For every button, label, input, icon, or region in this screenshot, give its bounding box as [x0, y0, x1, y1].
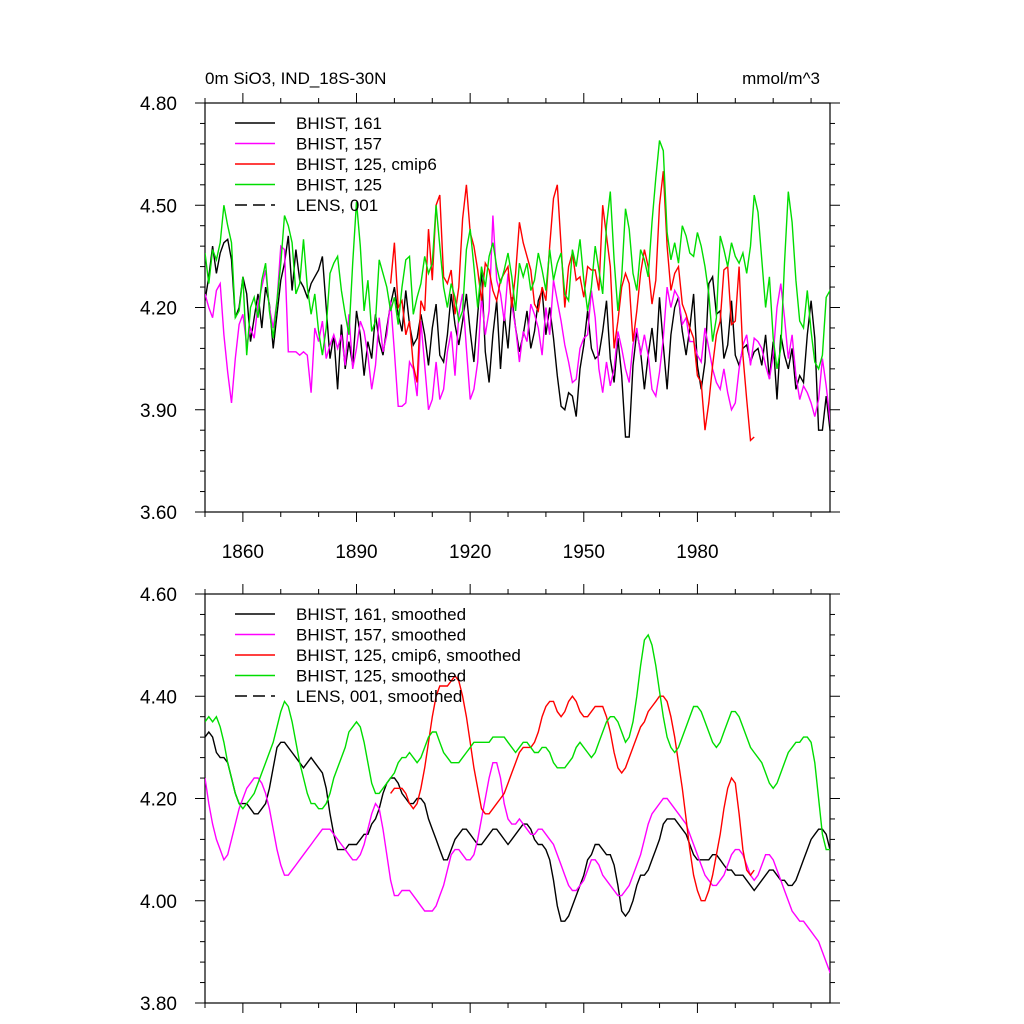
y-tick-label: 3.80	[140, 994, 177, 1015]
series-line-1	[205, 762, 830, 974]
series-line-3	[205, 633, 830, 851]
axis-ticks	[195, 93, 840, 522]
legend-entry: BHIST, 125, smoothed	[296, 667, 466, 686]
series-line-2	[390, 674, 755, 902]
y-tick-label: 3.90	[140, 401, 177, 422]
legend-entry: BHIST, 161	[296, 114, 382, 133]
bottom-chart-panel: 3.80 4.00 4.20 4.40 4.60 BHIST, 161, smoothed…	[140, 584, 840, 1015]
y-tick-label: 4.20	[140, 790, 177, 811]
top-chart-panel: 1860 1890 1920 1950 1980 3.60 3.90 4.20 4.50 4.80…	[140, 69, 840, 563]
units-label: mmol/m^3	[742, 69, 820, 88]
x-tick-label: 1950	[563, 542, 605, 563]
legend-entry: LENS, 001	[296, 196, 378, 215]
legend-entry: BHIST, 125, cmip6	[296, 155, 437, 174]
legend-entry: BHIST, 161, smoothed	[296, 605, 466, 624]
y-tick-label: 4.40	[140, 687, 177, 708]
series-line-1	[205, 215, 830, 426]
legend-entry: BHIST, 125	[296, 176, 382, 195]
series-line-3	[205, 140, 830, 371]
y-tick-label: 4.00	[140, 892, 177, 913]
legend-entry: BHIST, 157, smoothed	[296, 626, 466, 645]
y-tick-label: 4.50	[140, 196, 177, 217]
legend-entry: BHIST, 125, cmip6, smoothed	[296, 646, 521, 665]
x-tick-label: 1860	[222, 542, 264, 563]
series-line-0	[205, 730, 830, 922]
y-tick-label: 3.60	[140, 503, 177, 524]
y-tick-label: 4.60	[140, 585, 177, 606]
series-line-2	[389, 171, 755, 442]
series-line-0	[205, 235, 830, 438]
chart-title: 0m SiO3, IND_18S-30N	[205, 69, 386, 88]
legend-entry: BHIST, 157	[296, 135, 382, 154]
x-tick-label: 1890	[335, 542, 377, 563]
x-tick-label: 1980	[676, 542, 718, 563]
axis-ticks	[195, 584, 840, 1013]
series-lines	[205, 633, 830, 974]
legend-entry: LENS, 001, smoothed	[296, 687, 462, 706]
y-tick-label: 4.80	[140, 94, 177, 115]
series-lines	[205, 140, 830, 442]
legend: BHIST, 161, smoothed BHIST, 157, smoothed…	[235, 605, 521, 706]
y-tick-label: 4.20	[140, 299, 177, 320]
x-tick-label: 1920	[449, 542, 491, 563]
